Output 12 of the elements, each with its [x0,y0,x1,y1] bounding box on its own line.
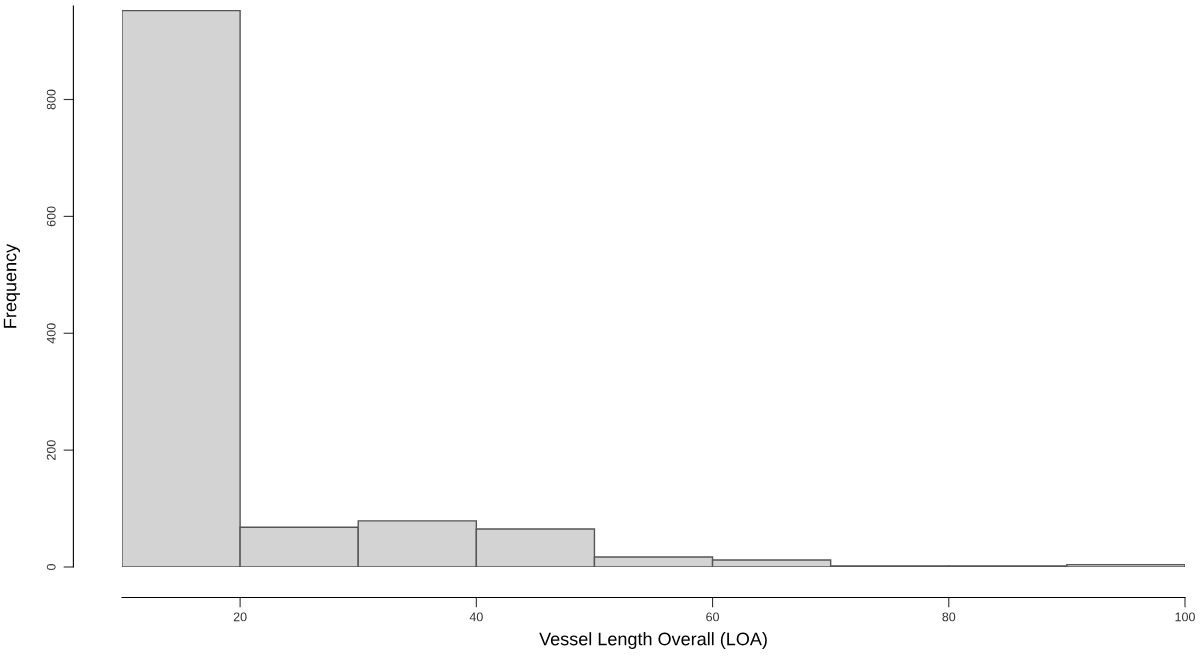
y-tick-label: 400 [46,323,56,344]
y-tick-label: 600 [46,206,56,227]
x-tick-label: 80 [942,612,956,622]
y-tick-label: 200 [46,440,56,460]
y-axis-title: Frequency [3,243,20,328]
x-tick-label: 60 [706,612,720,622]
y-tick-label: 800 [46,89,56,110]
y-tick-label: 0 [46,564,56,570]
x-axis-title: Vessel Length Overall (LOA) [539,632,767,649]
x-tick-label: 20 [233,612,247,622]
x-tick-label: 100 [1175,612,1195,622]
x-tick-label: 40 [469,612,483,622]
